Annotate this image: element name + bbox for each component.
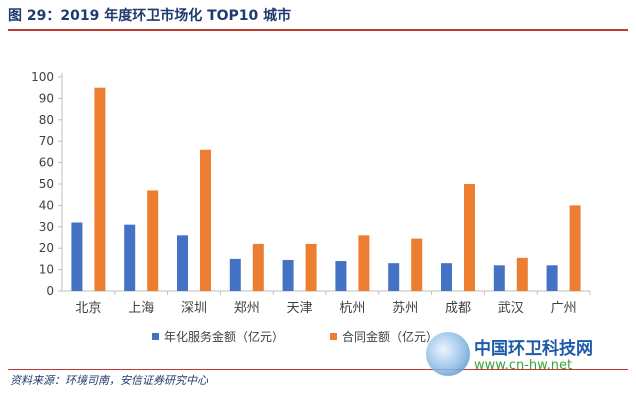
y-tick-label: 0 xyxy=(46,284,54,298)
x-tick-label: 郑州 xyxy=(234,301,260,316)
globe-logo-icon xyxy=(426,332,470,376)
y-tick-label: 100 xyxy=(31,70,54,84)
watermark-name: 中国环卫科技网 xyxy=(474,339,593,359)
bar-contract xyxy=(94,87,106,291)
bar-contract xyxy=(252,243,264,291)
bar-annual-service xyxy=(388,263,400,291)
y-tick-label: 50 xyxy=(39,177,54,191)
bar-contract xyxy=(411,238,423,291)
x-tick-label: 苏州 xyxy=(392,300,418,316)
x-tick-label: 广州 xyxy=(551,301,577,316)
y-tick-label: 30 xyxy=(39,220,54,234)
bar-annual-service xyxy=(229,258,241,291)
bar-annual-service xyxy=(493,265,505,291)
bar-contract xyxy=(200,149,211,291)
y-tick-label: 20 xyxy=(39,241,54,255)
bar-annual-service xyxy=(71,222,83,291)
bar-annual-service xyxy=(124,224,136,291)
bar-contract xyxy=(569,205,581,291)
bar-contract xyxy=(464,184,475,291)
x-tick-label: 北京 xyxy=(75,301,101,316)
x-tick-label: 武汉 xyxy=(498,301,524,316)
bar-annual-service xyxy=(177,235,188,291)
legend-contract-swatch xyxy=(330,333,337,340)
y-tick-label: 80 xyxy=(39,113,54,127)
y-tick-label: 90 xyxy=(39,91,54,105)
y-tick-label: 10 xyxy=(39,263,54,277)
bar-annual-service xyxy=(546,265,558,291)
bar-chart: 0 10 20 30 40 50 60 70 80 90 100 北京 上海 深圳 郑州 天津 杭州 苏州 成都 武汉… xyxy=(31,70,591,344)
title-divider xyxy=(8,29,628,31)
legend-annual-service-swatch xyxy=(152,333,159,340)
legend-contract-label: 合同金额（亿元） xyxy=(342,329,438,344)
bar-contract xyxy=(516,257,528,291)
bar-contract xyxy=(305,243,317,291)
x-tick-label: 上海 xyxy=(128,301,154,316)
y-tick-label: 70 xyxy=(39,134,54,148)
y-tick-label: 60 xyxy=(39,156,54,170)
bar-annual-service xyxy=(282,259,294,291)
legend-annual-service-label: 年化服务金额（亿元） xyxy=(164,329,284,344)
bar-contract xyxy=(358,235,370,291)
figure-title: 图 29：2019 年度环卫市场化 TOP10 城市 xyxy=(8,8,292,24)
source-note: 资料来源：环境司南，安信证券研究中心 xyxy=(10,374,208,387)
y-tick-label: 40 xyxy=(39,198,54,212)
x-tick-label: 深圳 xyxy=(181,301,207,316)
x-tick-label: 成都 xyxy=(445,301,471,316)
bar-annual-service xyxy=(441,263,452,291)
bar-annual-service xyxy=(335,261,347,291)
x-tick-label: 天津 xyxy=(287,301,313,316)
x-tick-label: 杭州 xyxy=(339,301,365,316)
bar-contract xyxy=(147,190,159,291)
watermark: 中国环卫科技网 www.cn-hw.net xyxy=(426,328,626,380)
watermark-url: www.cn-hw.net xyxy=(474,358,573,373)
source-divider xyxy=(8,369,628,370)
